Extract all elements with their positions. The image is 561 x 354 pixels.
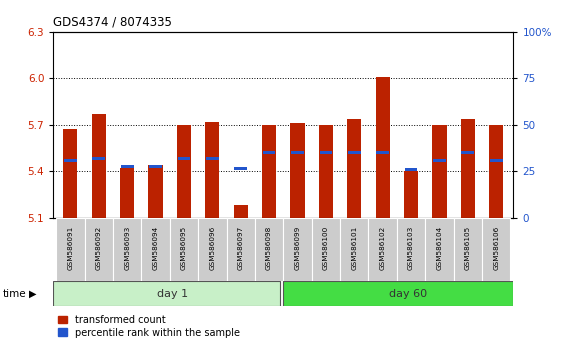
Bar bbox=[262, 125, 276, 218]
Bar bbox=[348, 151, 361, 154]
Bar bbox=[149, 165, 163, 218]
Bar bbox=[404, 168, 417, 171]
Text: GSM586100: GSM586100 bbox=[323, 226, 329, 270]
FancyBboxPatch shape bbox=[141, 218, 170, 281]
FancyBboxPatch shape bbox=[198, 218, 227, 281]
Bar bbox=[120, 168, 134, 218]
FancyBboxPatch shape bbox=[255, 218, 283, 281]
Bar bbox=[462, 151, 474, 154]
Text: GSM586104: GSM586104 bbox=[436, 226, 443, 270]
Text: GSM586105: GSM586105 bbox=[465, 226, 471, 270]
Bar bbox=[64, 159, 77, 162]
Legend: transformed count, percentile rank within the sample: transformed count, percentile rank withi… bbox=[58, 315, 240, 337]
Text: time: time bbox=[3, 289, 26, 299]
FancyBboxPatch shape bbox=[56, 218, 85, 281]
FancyBboxPatch shape bbox=[425, 218, 454, 281]
Text: GSM586091: GSM586091 bbox=[67, 226, 73, 270]
Text: GSM586095: GSM586095 bbox=[181, 226, 187, 270]
FancyBboxPatch shape bbox=[283, 281, 513, 306]
FancyBboxPatch shape bbox=[283, 218, 312, 281]
Text: day 1: day 1 bbox=[157, 289, 188, 299]
Bar bbox=[177, 158, 190, 160]
Bar bbox=[433, 125, 447, 218]
Bar bbox=[347, 119, 361, 218]
Bar bbox=[91, 114, 106, 218]
Text: GSM586094: GSM586094 bbox=[153, 226, 159, 270]
Text: GSM586092: GSM586092 bbox=[96, 226, 102, 270]
Text: ▶: ▶ bbox=[29, 289, 36, 299]
FancyBboxPatch shape bbox=[85, 218, 113, 281]
Bar bbox=[461, 119, 475, 218]
Bar bbox=[489, 125, 503, 218]
Text: GSM586102: GSM586102 bbox=[380, 226, 386, 270]
Bar bbox=[63, 130, 77, 218]
FancyBboxPatch shape bbox=[170, 218, 198, 281]
Bar bbox=[319, 125, 333, 218]
Bar bbox=[93, 158, 105, 160]
Text: day 60: day 60 bbox=[389, 289, 427, 299]
Bar bbox=[433, 159, 446, 162]
FancyBboxPatch shape bbox=[454, 218, 482, 281]
FancyBboxPatch shape bbox=[397, 218, 425, 281]
Bar bbox=[320, 151, 332, 154]
Bar bbox=[490, 159, 503, 162]
Bar bbox=[233, 205, 248, 218]
Text: GSM586098: GSM586098 bbox=[266, 226, 272, 270]
Text: GSM586099: GSM586099 bbox=[295, 226, 301, 270]
FancyBboxPatch shape bbox=[53, 281, 280, 306]
Text: GSM586106: GSM586106 bbox=[493, 226, 499, 270]
FancyBboxPatch shape bbox=[312, 218, 340, 281]
Text: GSM586093: GSM586093 bbox=[124, 226, 130, 270]
Bar bbox=[263, 151, 275, 154]
Bar bbox=[404, 171, 418, 218]
Bar bbox=[234, 167, 247, 170]
Text: GSM586101: GSM586101 bbox=[351, 226, 357, 270]
Bar bbox=[121, 165, 134, 168]
FancyBboxPatch shape bbox=[227, 218, 255, 281]
Text: GSM586096: GSM586096 bbox=[209, 226, 215, 270]
Bar bbox=[149, 165, 162, 168]
Bar bbox=[206, 158, 219, 160]
FancyBboxPatch shape bbox=[113, 218, 141, 281]
Bar bbox=[177, 125, 191, 218]
FancyBboxPatch shape bbox=[482, 218, 511, 281]
Text: GSM586097: GSM586097 bbox=[238, 226, 243, 270]
Text: GDS4374 / 8074335: GDS4374 / 8074335 bbox=[53, 15, 172, 28]
Bar bbox=[376, 151, 389, 154]
Text: GSM586103: GSM586103 bbox=[408, 226, 414, 270]
FancyBboxPatch shape bbox=[340, 218, 369, 281]
FancyBboxPatch shape bbox=[369, 218, 397, 281]
Bar bbox=[376, 77, 390, 218]
Bar bbox=[291, 123, 305, 218]
Bar bbox=[291, 151, 304, 154]
Bar bbox=[205, 122, 219, 218]
